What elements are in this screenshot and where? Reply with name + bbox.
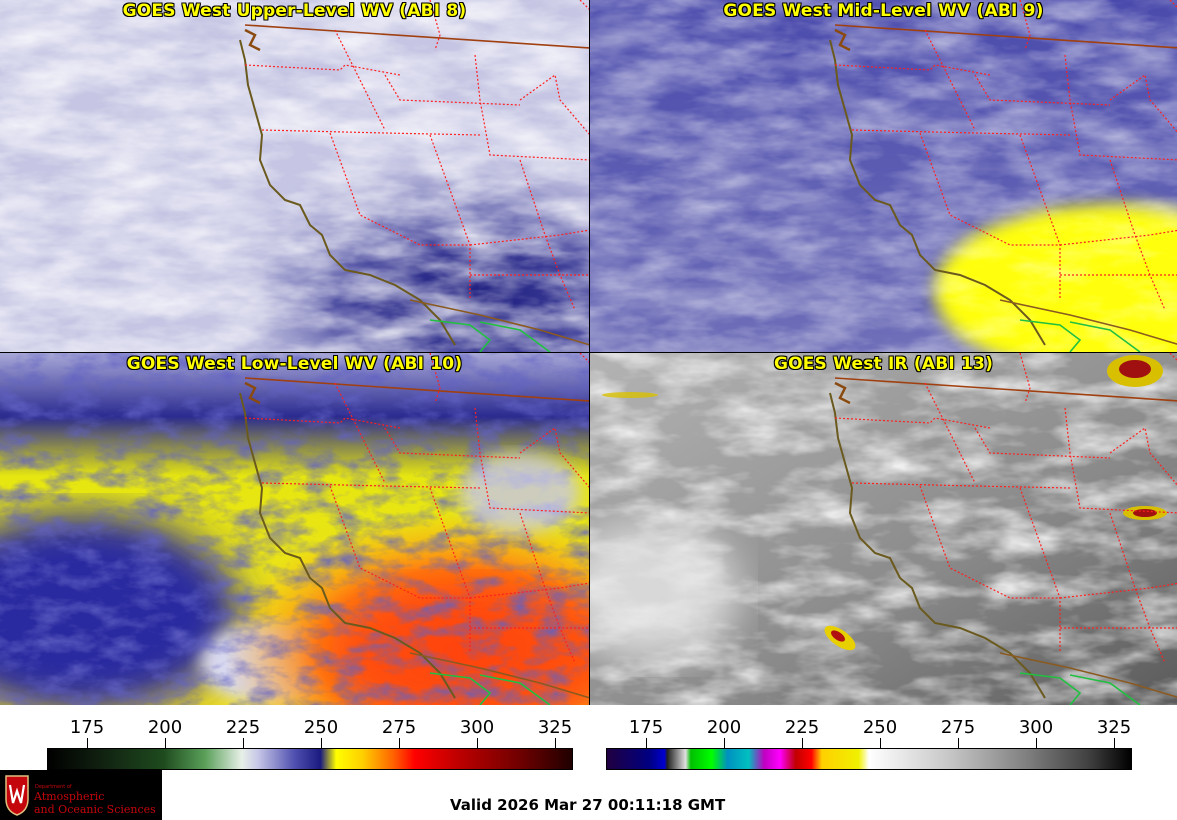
ir-tick-label: 225 [784,717,820,738]
ir-tick-label: 250 [862,717,898,738]
ir-image [590,353,1177,705]
wv-tick-label: 325 [537,717,573,738]
mid-level-wv-image [590,0,1177,352]
panel-title: GOES West Low-Level WV (ABI 10) [126,354,463,374]
wv-tick-mark [321,738,322,748]
ir-tick-mark [1114,738,1115,748]
ir-tick-mark [802,738,803,748]
wv-tick-mark [555,738,556,748]
ir-tick-mark [1036,738,1037,748]
panel-upper-level-wv: GOES West Upper-Level WV (ABI 8) [0,0,589,352]
ir-tick-label: 325 [1096,717,1132,738]
aos-logo[interactable]: Department of Atmospheric and Oceanic Sc… [0,770,162,820]
ir-tick-label: 300 [1018,717,1054,738]
wv-tick-label: 175 [69,717,105,738]
ir-tick-mark [724,738,725,748]
wv-tick-label: 200 [147,717,183,738]
wv-tick-label: 275 [381,717,417,738]
wv-tick-mark [243,738,244,748]
panel-title: GOES West IR (ABI 13) [773,354,994,374]
wv-tick-label: 250 [303,717,339,738]
wv-tick-mark [87,738,88,748]
wv-tick-label: 225 [225,717,261,738]
ir-tick-mark [958,738,959,748]
logo-line1: Atmospheric [34,790,105,803]
valid-time: Valid 2026 Mar 27 00:11:18 GMT [450,796,726,814]
wv-tick-mark [477,738,478,748]
ir-tick-label: 200 [706,717,742,738]
wv-colorbar [47,748,573,770]
ir-tick-mark [880,738,881,748]
panel-title: GOES West Mid-Level WV (ABI 9) [723,1,1044,21]
wv-tick-mark [399,738,400,748]
low-level-wv-image [0,353,589,705]
panel-title: GOES West Upper-Level WV (ABI 8) [122,1,467,21]
ir-tick-label: 175 [628,717,664,738]
uw-crest-icon [5,775,29,816]
ir-tick-label: 275 [940,717,976,738]
panel-low-level-wv: GOES West Low-Level WV (ABI 10) [0,353,589,705]
logo-department-text: Department of [35,784,72,790]
panel-divider-horizontal [0,352,1177,353]
ir-tick-mark [646,738,647,748]
wv-tick-mark [165,738,166,748]
panel-ir: GOES West IR (ABI 13) [590,353,1177,705]
panel-mid-level-wv: GOES West Mid-Level WV (ABI 9) [590,0,1177,352]
ir-colorbar [606,748,1132,770]
upper-level-wv-image [0,0,589,352]
wv-tick-label: 300 [459,717,495,738]
logo-line2: and Oceanic Sciences [34,803,156,816]
